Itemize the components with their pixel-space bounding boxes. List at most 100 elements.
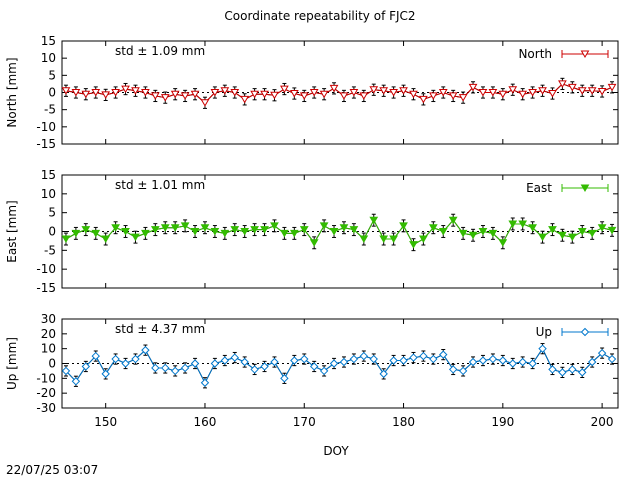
data-point <box>190 88 200 101</box>
data-point <box>438 86 448 99</box>
data-point <box>607 353 617 365</box>
data-marker <box>190 359 200 368</box>
data-point <box>538 343 547 355</box>
data-marker <box>329 228 339 236</box>
data-marker <box>349 354 359 364</box>
data-marker <box>289 229 299 238</box>
data-marker <box>498 239 508 247</box>
data-point <box>150 89 160 103</box>
data-point <box>141 226 150 240</box>
data-point <box>429 353 438 365</box>
data-point <box>587 84 597 97</box>
data-marker <box>131 233 140 242</box>
data-marker <box>439 350 448 359</box>
data-marker <box>409 241 418 249</box>
data-marker <box>121 85 130 94</box>
data-marker <box>399 356 408 365</box>
data-point <box>260 88 269 101</box>
x-tick-label: 200 <box>591 415 614 429</box>
data-point <box>299 223 309 237</box>
data-marker <box>488 229 498 238</box>
data-marker <box>170 90 180 99</box>
data-point <box>71 86 81 99</box>
data-marker <box>567 233 577 242</box>
y-tick-label: -5 <box>44 243 56 257</box>
data-point <box>309 360 319 373</box>
data-marker <box>81 226 91 234</box>
data-marker <box>538 233 547 242</box>
data-point <box>200 96 210 109</box>
data-marker <box>577 228 587 236</box>
y-tick-label: 10 <box>41 51 56 65</box>
data-marker <box>389 356 398 365</box>
data-marker <box>428 92 438 100</box>
data-point <box>260 223 269 237</box>
y-axis-label: East [mm] <box>5 200 19 262</box>
data-marker <box>200 224 210 232</box>
timestamp: 22/07/25 03:07 <box>6 463 98 477</box>
data-point <box>121 225 130 238</box>
data-marker <box>518 357 527 367</box>
data-point <box>518 88 528 101</box>
data-marker <box>150 92 160 100</box>
data-marker <box>369 354 378 364</box>
data-point <box>478 225 488 238</box>
data-marker <box>359 351 369 361</box>
data-marker <box>180 222 190 230</box>
data-marker <box>538 344 547 353</box>
legend-marker <box>580 50 590 58</box>
data-point <box>111 353 120 365</box>
data-point <box>498 236 508 250</box>
data-point <box>448 363 458 376</box>
data-point <box>419 350 428 362</box>
data-point <box>349 353 359 365</box>
data-point <box>151 362 160 374</box>
data-point <box>458 365 468 377</box>
data-point <box>121 357 130 370</box>
data-marker <box>508 86 518 94</box>
y-tick-label: 10 <box>41 342 56 356</box>
data-point <box>577 225 587 238</box>
data-point <box>419 232 428 246</box>
data-point <box>270 89 279 102</box>
data-point <box>240 225 250 238</box>
data-marker <box>597 348 607 358</box>
data-point <box>250 88 259 101</box>
data-point <box>399 219 408 233</box>
data-marker <box>111 89 120 97</box>
data-point <box>180 219 190 233</box>
data-marker <box>160 224 170 232</box>
data-marker <box>250 365 259 374</box>
data-point <box>587 226 597 240</box>
data-point <box>91 226 101 240</box>
data-point <box>210 357 220 370</box>
data-point <box>280 82 289 96</box>
data-point <box>567 230 577 244</box>
y-tick-label: 0 <box>48 225 56 239</box>
data-marker <box>478 356 488 365</box>
data-point <box>419 93 428 106</box>
data-marker <box>448 365 458 374</box>
data-point <box>160 221 170 235</box>
data-point <box>428 221 438 235</box>
data-point <box>359 89 369 103</box>
data-marker <box>290 356 299 365</box>
y-tick-label: -15 <box>36 137 56 151</box>
legend-marker <box>580 327 590 337</box>
data-point <box>488 86 498 99</box>
data-marker <box>558 368 567 377</box>
data-point <box>170 88 180 101</box>
data-point <box>458 226 468 240</box>
data-marker <box>111 354 120 364</box>
data-marker <box>81 362 91 371</box>
data-point <box>548 87 557 100</box>
y-tick-label: -10 <box>36 371 56 385</box>
data-marker <box>399 222 408 230</box>
data-marker <box>319 366 329 376</box>
data-point <box>359 232 369 246</box>
data-marker <box>369 86 379 94</box>
data-point <box>280 372 289 384</box>
data-point <box>161 362 170 374</box>
data-point <box>587 356 597 368</box>
